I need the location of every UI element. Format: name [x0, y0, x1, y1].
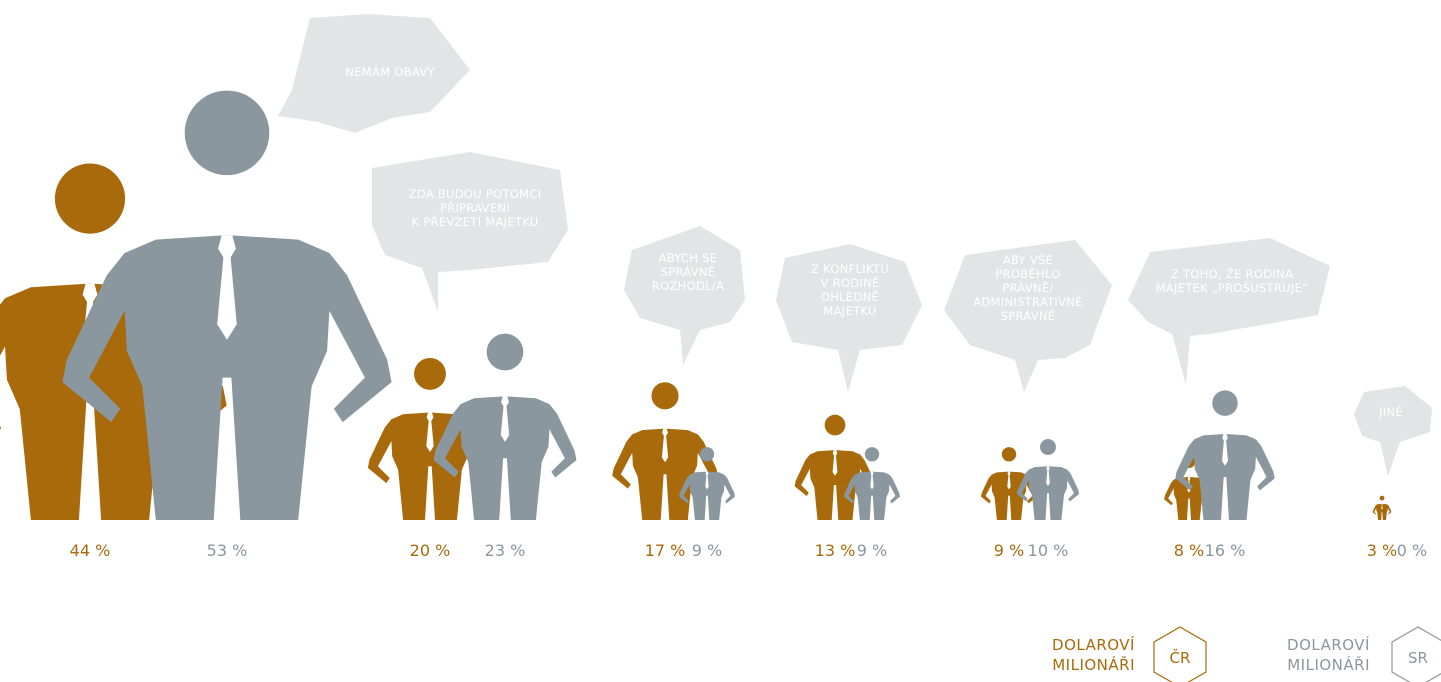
category-label: PŘIPRAVENI — [440, 200, 510, 215]
category-label: K PŘEVZETÍ MAJETKU — [412, 214, 539, 229]
person-cr-2 — [367, 357, 493, 520]
category-label: NEMÁM OBAVY — [345, 64, 435, 79]
speech-bubble-1: NEMÁM OBAVY — [278, 14, 470, 133]
category-label: ABY VŠE — [1003, 252, 1053, 267]
person-sr-4 — [844, 447, 900, 520]
category-label: ADMINISTRATIVNĚ — [973, 294, 1083, 309]
pct-sr-4: 9 % — [857, 541, 887, 560]
legend-badge-label: ČR — [1170, 648, 1191, 667]
category-label: ZDA BUDOU POTOMCI — [409, 187, 542, 201]
legend-text: DOLAROVÍ — [1052, 635, 1135, 654]
category-label: V RODINĚ — [820, 275, 879, 290]
pct-sr-2: 23 % — [485, 541, 526, 560]
category-label: PRÁVNĚ/ — [1002, 280, 1053, 295]
legend-text: DOLAROVÍ — [1287, 635, 1370, 654]
person-figures — [0, 90, 1392, 520]
category-label: ABYCH SE — [659, 251, 718, 265]
pct-sr-5: 10 % — [1028, 541, 1069, 560]
category-label: PROBĚHLO — [995, 266, 1060, 281]
person-sr-6 — [1175, 390, 1275, 520]
pct-sr-1: 53 % — [207, 541, 248, 560]
person-sr-2 — [433, 333, 577, 520]
hexagon-badge — [1391, 626, 1441, 682]
person-sr-1 — [62, 90, 392, 520]
speech-bubble-7: JINÉ — [1354, 386, 1432, 476]
person-sr-5 — [1016, 438, 1080, 520]
category-label: SPRÁVNĚ — [1001, 308, 1056, 323]
percentage-labels: 44 % 53 % 20 % 23 % 17 % 9 % 13 % 9 % 9 % 10 % 8 %… — [70, 541, 1428, 560]
pct-cr-5: 9 % — [994, 541, 1024, 560]
category-label: SPRÁVNĚ — [661, 264, 716, 279]
pct-cr-2: 20 % — [410, 541, 451, 560]
pct-cr-1: 44 % — [70, 541, 111, 560]
legend-text: MILIONÁŘI — [1052, 655, 1135, 674]
category-label: OHLEDNĚ — [821, 289, 879, 304]
category-label: MAJETKU — [823, 304, 876, 318]
person-cr-7 — [1372, 495, 1392, 520]
pct-cr-6: 8 % — [1174, 541, 1204, 560]
category-label: MAJETEK „PROŠUSTRUJE“ — [1156, 280, 1309, 295]
pct-sr-7: 0 % — [1397, 541, 1427, 560]
pct-sr-6: 16 % — [1205, 541, 1246, 560]
pct-cr-7: 3 % — [1367, 541, 1397, 560]
person-cr-3 — [612, 382, 718, 520]
category-label: JINÉ — [1378, 404, 1403, 419]
hexagon-badge — [1153, 626, 1207, 682]
pct-cr-4: 13 % — [815, 541, 856, 560]
speech-bubble-5: ABY VŠEPROBĚHLOPRÁVNĚ/ADMINISTRATIVNĚSPR… — [944, 240, 1112, 392]
person-cr-5 — [981, 447, 1037, 520]
category-label: Z KONFLIKTU — [811, 262, 889, 276]
speech-bubbles: NEMÁM OBAVY ZDA BUDOU POTOMCIPŘIPRAVENIK … — [278, 14, 1432, 476]
category-label: Z TOHO, ŽE RODINA — [1171, 266, 1293, 281]
pct-sr-3: 9 % — [692, 541, 722, 560]
person-cr-4 — [794, 414, 876, 520]
legend-badge-label: SR — [1408, 649, 1428, 667]
category-label: ROZHODL/A — [652, 279, 724, 293]
legend-text: MILIONÁŘI — [1287, 655, 1370, 674]
person-sr-3 — [679, 447, 735, 520]
pct-cr-3: 17 % — [645, 541, 686, 560]
